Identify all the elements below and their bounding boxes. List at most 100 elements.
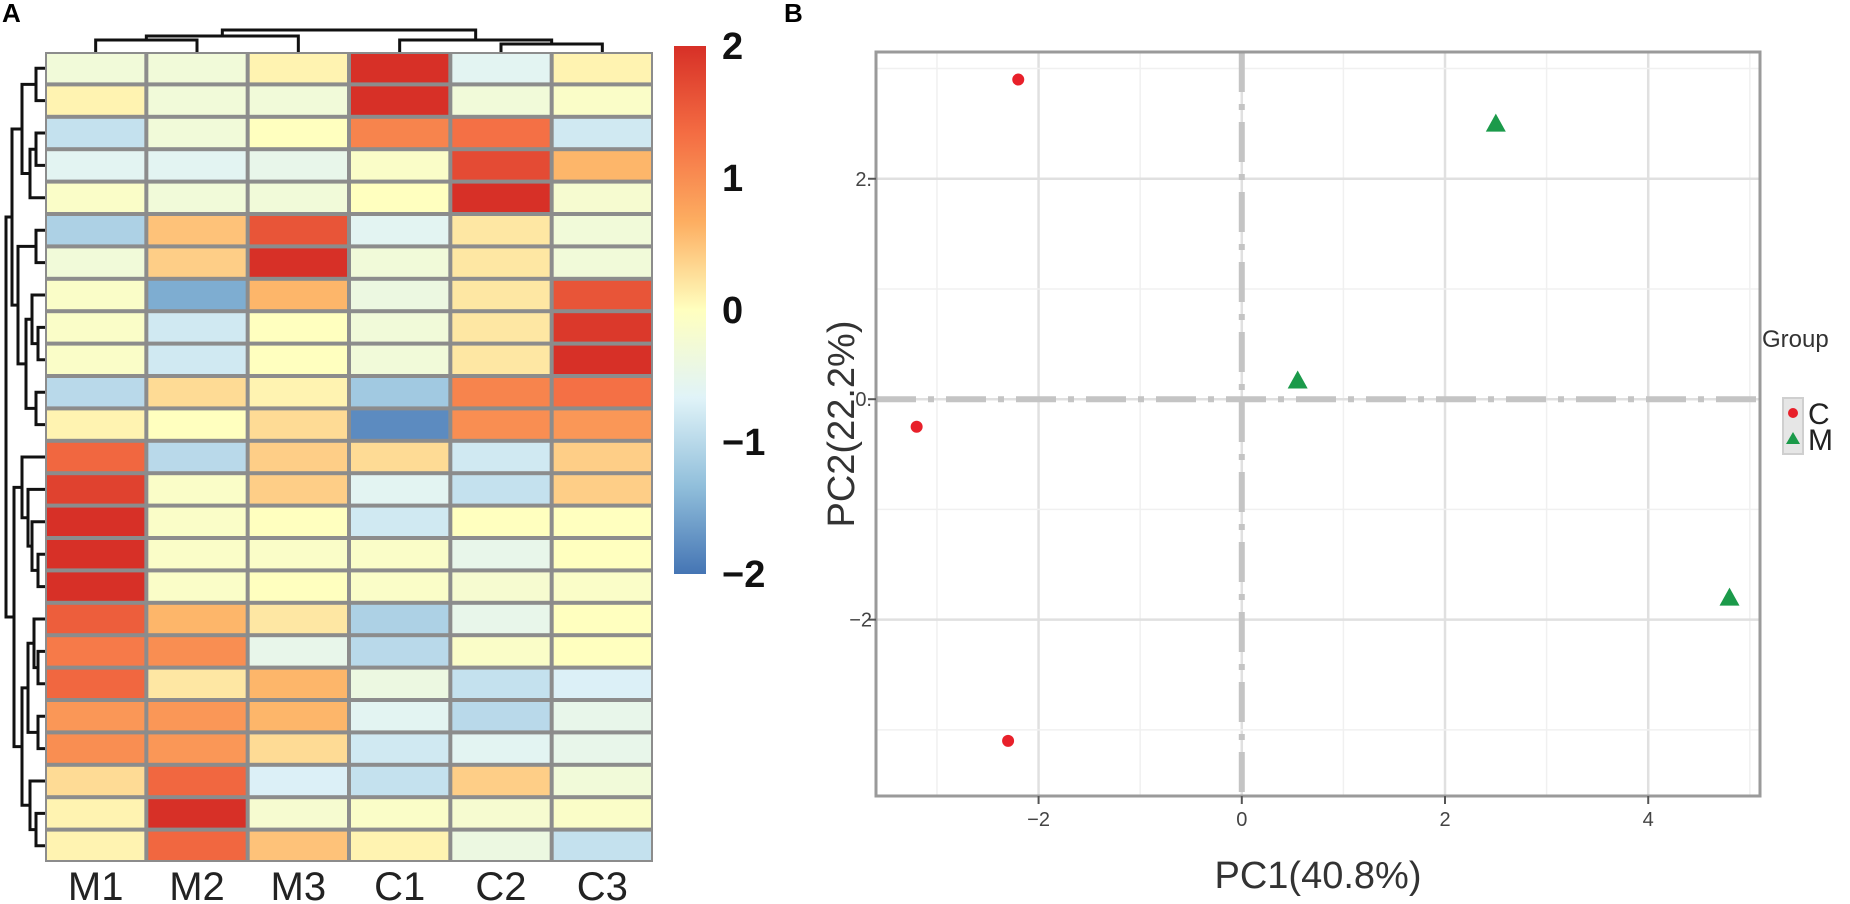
heatmap-cell bbox=[351, 475, 449, 504]
column-dendrogram bbox=[94, 28, 604, 52]
heatmap-cell bbox=[351, 669, 449, 698]
heatmap-cell bbox=[148, 604, 246, 634]
heatmap-cell bbox=[452, 118, 550, 148]
heatmap-cell bbox=[47, 572, 145, 601]
dendrogram-branch bbox=[4, 215, 14, 619]
colorbar-tick-label: 2 bbox=[722, 26, 743, 68]
heatmap-cell bbox=[249, 637, 347, 666]
heatmap-cell bbox=[553, 118, 651, 148]
heatmap-cell bbox=[553, 572, 651, 601]
heatmap-cell bbox=[553, 604, 651, 634]
heatmap-cell bbox=[553, 151, 651, 180]
heatmap-cell bbox=[47, 799, 145, 828]
zero-reference-lines bbox=[876, 52, 1760, 796]
heatmap-cell bbox=[452, 378, 550, 407]
heatmap-cell bbox=[148, 734, 246, 763]
heatmap-cell bbox=[249, 151, 347, 180]
point-M bbox=[1719, 587, 1740, 606]
dendrogram-branch bbox=[36, 714, 45, 751]
column-label: C1 bbox=[374, 865, 425, 904]
heatmap-cell bbox=[553, 637, 651, 666]
heatmap-cell bbox=[553, 831, 651, 860]
heatmap-cell bbox=[148, 766, 246, 796]
legend: CM bbox=[1782, 397, 1833, 457]
heatmap-column-labels: M1 M2 M3 C1 C2 C3 bbox=[68, 865, 628, 904]
heatmap-cell bbox=[249, 410, 347, 439]
heatmap-cell bbox=[452, 313, 550, 342]
legend-marker-M bbox=[1786, 432, 1800, 444]
heatmap-cell bbox=[553, 378, 651, 407]
heatmap-cell bbox=[148, 669, 246, 698]
column-label: C2 bbox=[475, 865, 526, 904]
heatmap-cell bbox=[452, 216, 550, 245]
dendrogram-branch bbox=[34, 390, 45, 427]
heatmap-cell bbox=[249, 540, 347, 569]
heatmap-cell bbox=[148, 799, 246, 828]
heatmap-cell bbox=[148, 475, 246, 504]
heatmap-cell bbox=[452, 831, 550, 860]
dendrogram-branch bbox=[34, 66, 45, 103]
point-M bbox=[1287, 370, 1308, 389]
heatmap-cell bbox=[249, 669, 347, 698]
x-axis-title: PC1(40.8%) bbox=[1215, 855, 1422, 897]
heatmap-cell bbox=[351, 766, 449, 796]
heatmap-cell bbox=[452, 669, 550, 698]
dendrogram-branch bbox=[34, 228, 45, 265]
heatmap-cell bbox=[47, 54, 145, 83]
colorbar-tick-label: −1 bbox=[722, 422, 765, 464]
heatmap-cell bbox=[351, 118, 449, 148]
heatmap-cell bbox=[351, 507, 449, 536]
y-tick-label: 0. bbox=[855, 389, 872, 411]
heatmap-cell bbox=[47, 604, 145, 634]
heatmap-cell bbox=[148, 54, 246, 83]
dendrogram-branch bbox=[34, 811, 45, 848]
heatmap-cell bbox=[452, 151, 550, 180]
column-label: M1 bbox=[68, 865, 124, 904]
heatmap-cell bbox=[47, 540, 145, 569]
heatmap-cell bbox=[249, 702, 347, 731]
heatmap-cell bbox=[47, 831, 145, 860]
heatmap-cell bbox=[249, 86, 347, 115]
point-C bbox=[910, 420, 923, 433]
colorbar-tick-label: 1 bbox=[722, 158, 743, 200]
heatmap-cell bbox=[452, 507, 550, 536]
panel-label-b: B bbox=[784, 0, 803, 28]
heatmap-cell bbox=[452, 54, 550, 83]
heatmap-cell bbox=[148, 702, 246, 731]
column-label: M2 bbox=[169, 865, 225, 904]
heatmap-cell bbox=[351, 637, 449, 666]
column-label: M3 bbox=[271, 865, 327, 904]
heatmap-cell bbox=[148, 151, 246, 180]
heatmap-cells bbox=[47, 54, 651, 860]
heatmap-cell bbox=[249, 183, 347, 212]
y-tick-label: 2. bbox=[855, 169, 872, 191]
heatmap-cell bbox=[47, 442, 145, 472]
point-C bbox=[1012, 73, 1025, 86]
heatmap-cell bbox=[351, 604, 449, 634]
heatmap-cell bbox=[148, 183, 246, 212]
legend-label-M: M bbox=[1808, 424, 1833, 457]
heatmap-cell bbox=[351, 378, 449, 407]
heatmap-cell bbox=[351, 702, 449, 731]
heatmap-cell bbox=[47, 475, 145, 504]
colorbar-tick-label: −2 bbox=[722, 554, 765, 596]
heatmap-cell bbox=[47, 216, 145, 245]
heatmap-cell bbox=[249, 442, 347, 472]
dendrogram-branch bbox=[36, 649, 45, 686]
heatmap-cell bbox=[351, 216, 449, 245]
heatmap-cell bbox=[148, 280, 246, 310]
heatmap-cell bbox=[452, 248, 550, 277]
heatmap-cell bbox=[553, 475, 651, 504]
heatmap-cell bbox=[553, 540, 651, 569]
heatmap-cell bbox=[553, 86, 651, 115]
row-dendrogram bbox=[4, 66, 45, 848]
heatmap-cell bbox=[47, 151, 145, 180]
heatmap-grid-background bbox=[45, 52, 653, 862]
heatmap-cell bbox=[47, 378, 145, 407]
heatmap-cell bbox=[47, 669, 145, 698]
heatmap-cell bbox=[148, 313, 246, 342]
colorbar-tick-labels: 2 1 0 −1 −2 bbox=[722, 26, 765, 596]
heatmap-cell bbox=[553, 442, 651, 472]
heatmap-cell bbox=[553, 799, 651, 828]
heatmap-cell bbox=[553, 280, 651, 310]
